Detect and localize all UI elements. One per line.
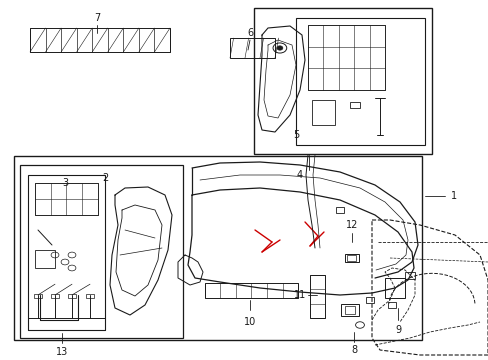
Bar: [335, 207, 343, 213]
Text: 1: 1: [450, 191, 456, 201]
Bar: [35, 250, 55, 268]
Bar: [345, 306, 354, 314]
Bar: [86, 294, 94, 298]
Text: 4: 4: [296, 170, 303, 180]
Bar: [28, 175, 105, 330]
Circle shape: [276, 46, 282, 50]
Bar: [229, 38, 274, 58]
Bar: [34, 294, 42, 298]
Text: 9: 9: [394, 325, 400, 335]
Bar: [349, 102, 359, 108]
Text: 3: 3: [62, 178, 68, 188]
Text: 7: 7: [94, 13, 100, 23]
Bar: [20, 165, 183, 338]
Bar: [68, 294, 76, 298]
Text: 5: 5: [292, 130, 299, 140]
Bar: [309, 275, 325, 318]
Bar: [30, 28, 170, 52]
Text: 13: 13: [56, 347, 68, 357]
Bar: [346, 255, 355, 261]
Text: 11: 11: [293, 290, 305, 300]
Bar: [307, 25, 384, 90]
Text: 6: 6: [246, 28, 253, 38]
Bar: [28, 318, 105, 330]
Bar: [387, 302, 396, 308]
Bar: [204, 283, 297, 298]
Bar: [404, 272, 414, 279]
Bar: [51, 294, 59, 298]
Bar: [384, 278, 404, 298]
Bar: [35, 183, 98, 215]
Text: 8: 8: [350, 345, 356, 355]
Text: 12: 12: [345, 220, 357, 230]
Bar: [345, 254, 358, 262]
Text: 10: 10: [244, 317, 256, 327]
Bar: [311, 100, 334, 125]
Text: 2: 2: [102, 173, 108, 183]
Bar: [366, 297, 373, 303]
Bar: [14, 156, 421, 340]
Bar: [295, 18, 424, 145]
Bar: [253, 8, 431, 154]
Bar: [341, 303, 358, 316]
